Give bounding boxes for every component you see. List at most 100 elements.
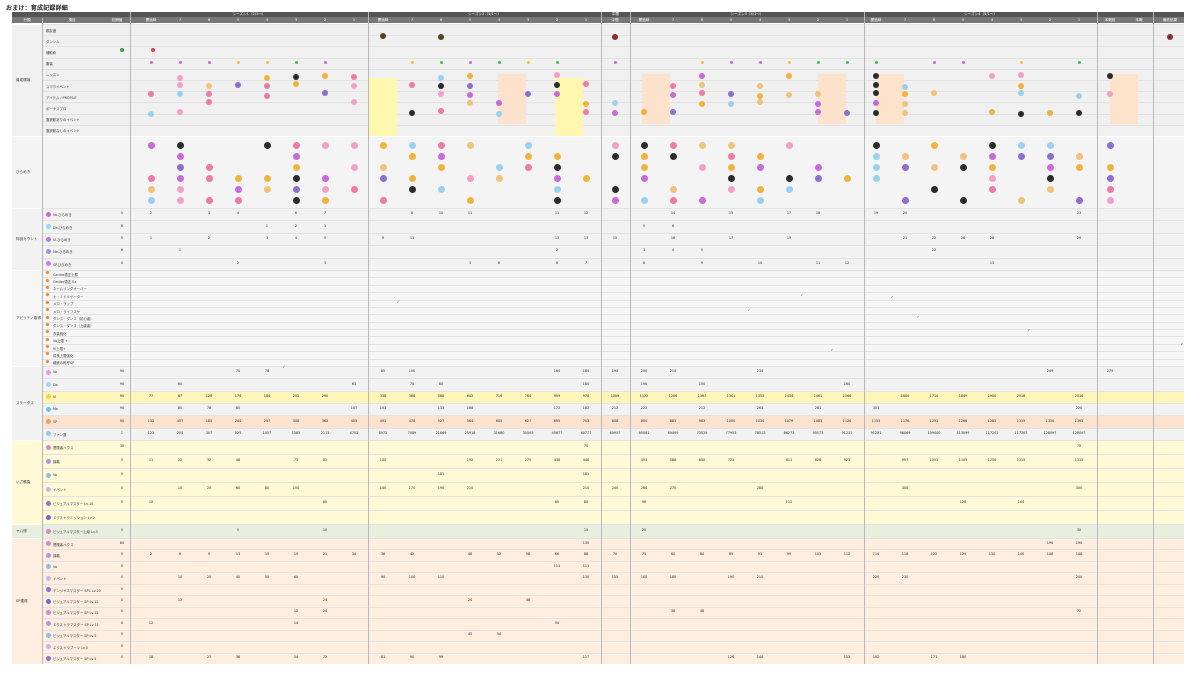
- character-icon: [873, 81, 879, 88]
- character-icon: [235, 175, 242, 182]
- lesson-marker: [787, 61, 791, 64]
- row-divider: [42, 80, 1184, 81]
- header-col-category: 分類: [23, 18, 31, 22]
- cell-value: 2: [236, 260, 240, 265]
- header-col: 6: [207, 18, 211, 22]
- stat-icon: [46, 500, 51, 506]
- cell-value: 0: [120, 655, 124, 660]
- cell-value: 1057: [262, 430, 272, 435]
- danshiru-icon: [120, 48, 124, 52]
- event-highlight: [1110, 74, 1138, 124]
- row-label: Vi上限+: [53, 346, 66, 351]
- row-divider: [42, 415, 1184, 417]
- row-divider: [42, 277, 1184, 279]
- cell-value: 85: [235, 406, 241, 411]
- row-label: 冒険者ハウス: [53, 542, 74, 547]
- row-label: 冒険者ハウス: [53, 446, 74, 450]
- cell-value: 90: [380, 575, 386, 580]
- cell-value: 11: [467, 211, 473, 216]
- character-icon: [757, 99, 763, 106]
- cell-value: 1079: [784, 418, 794, 423]
- danshiru-icon: [151, 48, 155, 52]
- character-icon: [467, 175, 474, 182]
- cell-value: 997: [901, 458, 909, 462]
- cell-value: 301: [872, 406, 880, 411]
- cell-value: 338: [379, 393, 387, 398]
- cell-value: 40: [235, 575, 241, 580]
- cell-value: 16: [670, 236, 676, 240]
- cell-value: 1283: [987, 418, 997, 423]
- cell-value: 405: [350, 418, 358, 423]
- character-icon: [641, 109, 647, 116]
- character-icon: [438, 91, 444, 98]
- cell-value: 96069: [899, 430, 911, 435]
- row-divider: [42, 524, 1184, 525]
- cell-value: 81: [380, 655, 386, 660]
- cell-value: 24: [322, 609, 328, 614]
- cell-value: 140: [1017, 552, 1025, 557]
- cell-value: 6: [120, 248, 124, 253]
- cell-value: 10: [177, 486, 183, 490]
- cell-value: 107: [350, 406, 358, 411]
- cell-value: 181: [582, 472, 590, 476]
- cell-value: 19: [293, 552, 299, 557]
- row-label: イベント: [53, 577, 67, 582]
- cell-value: 5: [120, 211, 124, 216]
- cell-value: 22: [931, 248, 937, 253]
- character-icon: [177, 186, 184, 193]
- cell-value: 12: [148, 620, 154, 625]
- character-icon: [699, 164, 706, 171]
- row-label: デンジャスマスター SP1 Lv.20: [53, 588, 101, 593]
- cell-value: 130: [582, 540, 590, 545]
- cell-value: 109000: [927, 430, 941, 435]
- cell-value: 808: [611, 418, 619, 423]
- cell-value: 202: [292, 393, 300, 398]
- cell-value: 90: [409, 655, 415, 660]
- character-icon: [409, 186, 416, 193]
- character-icon: [1107, 73, 1113, 80]
- stat-band-SP: [42, 415, 1184, 428]
- stat-icon: [46, 369, 51, 375]
- cell-value: 32: [206, 458, 212, 462]
- cell-value: 0: [120, 528, 124, 532]
- row-divider: [42, 652, 1184, 654]
- cell-value: 54: [554, 620, 560, 625]
- cell-value: 0: [120, 260, 124, 265]
- header-group-3: シーズン3（4/1〜）: [730, 12, 764, 16]
- character-icon: [873, 142, 880, 149]
- section-label: いざ勝負: [16, 480, 31, 484]
- row-label: Vi: [53, 394, 57, 399]
- event-highlight: [642, 74, 670, 124]
- cell-value: 1251: [929, 418, 939, 423]
- cell-value: 103: [814, 552, 822, 557]
- character-icon: [293, 197, 300, 204]
- character-icon: [380, 164, 387, 171]
- cell-value: 491: [379, 418, 387, 423]
- page-title: おまけ：育成記録詳細: [6, 5, 69, 12]
- character-icon: [264, 186, 271, 193]
- cell-value: 1393: [1074, 418, 1084, 423]
- cell-value: 129: [959, 552, 967, 557]
- lesson-marker: [497, 61, 501, 64]
- character-icon: [873, 164, 880, 171]
- row-divider: [42, 572, 1184, 574]
- row-label: 成長上限強化: [53, 353, 74, 358]
- character-icon: [1107, 91, 1113, 98]
- stat-icon: [46, 394, 51, 400]
- cell-value: 978: [582, 393, 590, 398]
- row-divider: [42, 292, 1184, 294]
- row-label: レッスン: [46, 73, 60, 78]
- cell-value: 1206: [668, 393, 678, 398]
- row-divider: [42, 606, 1184, 608]
- character-icon: [206, 175, 213, 182]
- column-separator: [42, 18, 43, 664]
- character-icon: [989, 73, 995, 80]
- character-icon: [438, 186, 445, 193]
- character-icon: [844, 110, 850, 117]
- stat-icon: [46, 406, 51, 412]
- character-icon: [612, 153, 619, 160]
- cell-value: 1126: [842, 418, 852, 423]
- row-divider: [42, 618, 1184, 620]
- cell-value: 153: [843, 655, 851, 660]
- cell-value: 300: [1075, 486, 1083, 490]
